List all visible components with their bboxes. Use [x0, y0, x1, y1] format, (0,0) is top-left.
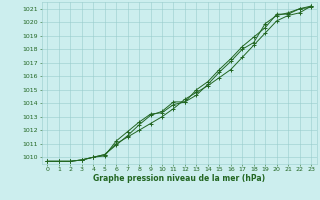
- X-axis label: Graphe pression niveau de la mer (hPa): Graphe pression niveau de la mer (hPa): [93, 174, 265, 183]
